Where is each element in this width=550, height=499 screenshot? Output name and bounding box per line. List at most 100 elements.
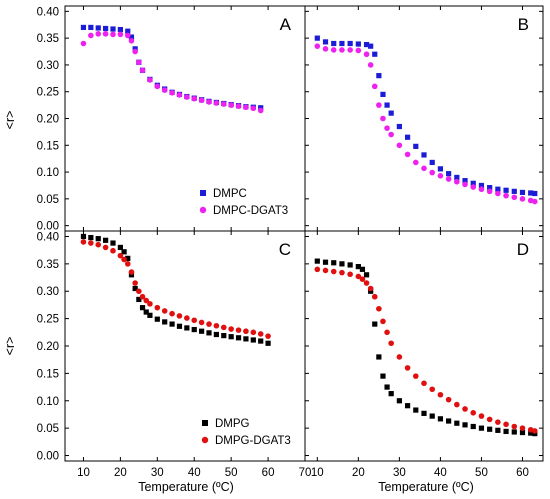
data-point	[363, 272, 370, 278]
data-point	[198, 97, 205, 104]
x-tick-label: 60	[516, 467, 529, 479]
data-point	[235, 103, 242, 109]
data-point	[136, 288, 142, 295]
data-point	[437, 416, 444, 422]
data-point	[117, 244, 123, 251]
data-point	[243, 336, 249, 342]
series-dmpc	[80, 24, 264, 111]
data-point	[445, 396, 452, 403]
data-point	[454, 420, 460, 426]
y-tick-label: 0.35	[37, 259, 59, 271]
y-tick-label: 0.40	[37, 6, 59, 18]
data-point	[322, 46, 329, 52]
data-point	[220, 324, 227, 331]
data-point	[380, 115, 386, 122]
data-point	[206, 321, 212, 327]
legend-label: DMPG	[215, 418, 250, 430]
legend-marker	[200, 190, 206, 196]
data-point	[191, 95, 198, 102]
y-tick-label: 0.00	[37, 221, 59, 233]
data-point	[470, 184, 477, 190]
panel-letter: B	[518, 15, 529, 34]
data-point	[404, 151, 411, 158]
data-point	[429, 386, 436, 393]
data-point	[367, 62, 374, 68]
y-tick-label: 0.10	[37, 396, 59, 408]
data-point	[132, 280, 138, 286]
data-point	[454, 401, 460, 408]
data-point	[519, 425, 526, 431]
data-point	[412, 373, 419, 379]
data-point	[462, 181, 468, 188]
legend-label: DMPC	[213, 188, 247, 200]
data-point	[124, 261, 131, 267]
data-point	[330, 47, 337, 53]
data-point	[367, 285, 374, 292]
data-point	[125, 28, 131, 34]
data-point	[265, 333, 271, 339]
data-point	[80, 24, 87, 31]
data-point	[470, 423, 476, 430]
data-point	[404, 403, 411, 409]
x-tick-label: 30	[393, 467, 406, 479]
data-point	[511, 429, 517, 435]
data-point	[528, 430, 534, 436]
data-point	[235, 335, 242, 341]
panel-letter: C	[279, 240, 291, 259]
data-point	[257, 331, 264, 337]
data-point	[384, 125, 390, 131]
data-point	[184, 94, 190, 100]
data-point	[88, 24, 94, 31]
data-point	[95, 236, 101, 242]
data-point	[531, 198, 538, 205]
data-point	[421, 410, 427, 416]
data-point	[380, 318, 386, 325]
data-point	[250, 329, 257, 336]
series-dmpg-dgat3	[80, 239, 271, 339]
data-point	[169, 321, 175, 327]
y-tick-label: 0.40	[37, 231, 59, 243]
data-point	[404, 134, 411, 140]
legend-label: DMPG-DGAT3	[215, 435, 291, 447]
data-point	[339, 261, 345, 267]
data-point	[359, 276, 366, 282]
panel-a: 0.00 0.05 0.10 0.15 0.20 0.25 0.30 0.35 0.40 A DMP…	[37, 5, 306, 233]
y-tick-label: 0.15	[37, 140, 59, 152]
data-point	[421, 152, 427, 158]
data-point	[95, 31, 102, 37]
y-tick-label: 0.25	[37, 87, 59, 99]
data-point	[128, 269, 135, 275]
x-tick-label: 50	[225, 467, 238, 479]
data-point	[250, 105, 257, 112]
data-point	[102, 31, 109, 37]
data-point	[154, 304, 161, 311]
data-point	[486, 188, 493, 195]
data-point	[371, 293, 378, 300]
x-tick-label: 60	[262, 467, 275, 479]
data-point	[221, 332, 227, 339]
data-point	[429, 159, 435, 166]
data-point	[437, 173, 444, 179]
data-point	[396, 354, 403, 360]
data-point	[314, 35, 320, 41]
data-point	[404, 365, 411, 371]
data-point	[363, 51, 370, 58]
y-tick-label: 0.20	[37, 114, 59, 126]
data-point	[184, 325, 190, 331]
data-point	[412, 159, 419, 166]
data-point	[147, 77, 153, 83]
data-point	[528, 190, 534, 196]
data-point	[161, 87, 168, 93]
data-point	[139, 305, 146, 311]
series-dmpc-dgat3	[80, 31, 264, 114]
x-tick-label: 40	[188, 467, 201, 479]
legend: DMPC DMPC-DGAT3	[199, 188, 288, 217]
data-point	[413, 407, 419, 413]
y-tick-label: 0.00	[37, 451, 59, 463]
data-point	[355, 47, 362, 54]
legend-marker	[201, 436, 209, 444]
data-point	[347, 271, 353, 278]
y-tick-label: 0.25	[37, 314, 59, 326]
data-point	[250, 337, 256, 343]
